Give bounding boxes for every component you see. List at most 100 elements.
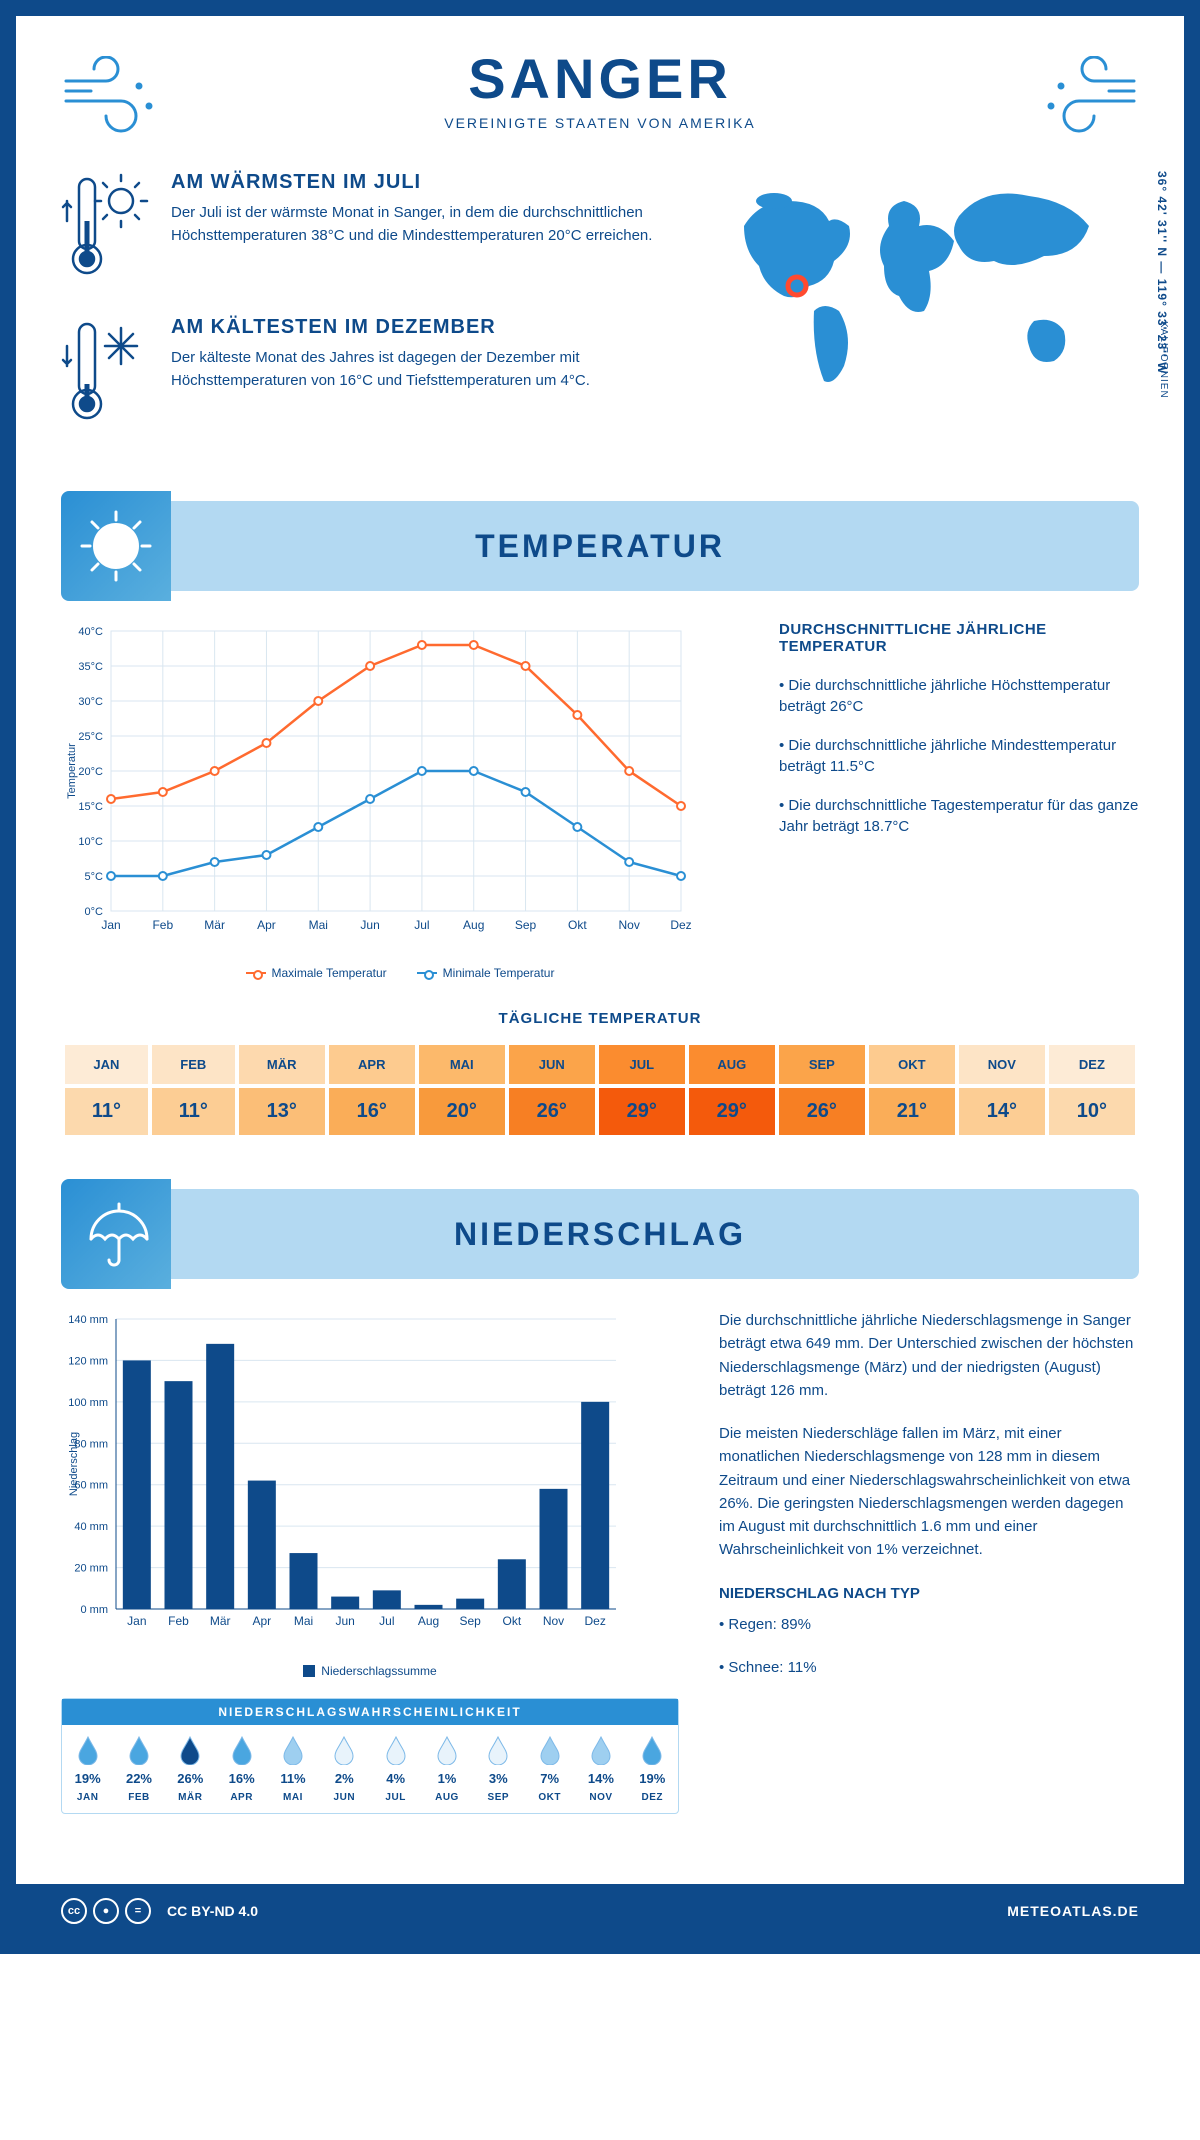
svg-text:Apr: Apr: [252, 1614, 271, 1628]
thermometer-hot-icon: [61, 171, 151, 286]
fact-warm: AM WÄRMSTEN IM JULI Der Juli ist der wär…: [61, 171, 679, 286]
svg-text:Mär: Mär: [204, 918, 225, 932]
prob-month: MÄR: [165, 1792, 216, 1803]
drop-icon: [370, 1735, 421, 1769]
prob-percent: 22%: [113, 1771, 164, 1786]
prob-cell: 19% JAN: [62, 1725, 113, 1813]
prob-cell: 14% NOV: [575, 1725, 626, 1813]
prob-percent: 7%: [524, 1771, 575, 1786]
legend-min: Minimale Temperatur: [417, 966, 555, 980]
precip-type-title: NIEDERSCHLAG NACH TYP: [719, 1582, 1139, 1605]
temp-info-title: DURCHSCHNITTLICHE JÄHRLICHE TEMPERATUR: [779, 621, 1139, 655]
prob-cell: 3% SEP: [473, 1725, 524, 1813]
fact-warm-title: AM WÄRMSTEN IM JULI: [171, 171, 679, 194]
prob-percent: 19%: [627, 1771, 678, 1786]
header: SANGER VEREINIGTE STAATEN VON AMERIKA: [61, 46, 1139, 131]
svg-text:Aug: Aug: [418, 1614, 439, 1628]
svg-text:Mär: Mär: [210, 1614, 231, 1628]
drop-icon: [216, 1735, 267, 1769]
daily-month: APR: [329, 1045, 415, 1084]
svg-text:Feb: Feb: [168, 1614, 189, 1628]
prob-cell: 1% AUG: [421, 1725, 472, 1813]
svg-text:5°C: 5°C: [85, 871, 104, 883]
type-bullet: • Regen: 89%: [719, 1613, 1139, 1636]
prob-cell: 26% MÄR: [165, 1725, 216, 1813]
svg-text:Mai: Mai: [309, 918, 328, 932]
prob-month: JAN: [62, 1792, 113, 1803]
svg-text:Nov: Nov: [543, 1614, 564, 1628]
daily-month: MÄR: [239, 1045, 325, 1084]
temp-bullet: • Die durchschnittliche jährliche Mindes…: [779, 735, 1139, 777]
prob-month: FEB: [113, 1792, 164, 1803]
prob-month: NOV: [575, 1792, 626, 1803]
prob-month: JUL: [370, 1792, 421, 1803]
daily-month: FEB: [152, 1045, 235, 1084]
cc-license: cc ● = CC BY-ND 4.0: [61, 1898, 258, 1924]
svg-text:Dez: Dez: [670, 918, 691, 932]
drop-icon: [421, 1735, 472, 1769]
wind-icon-right: [1029, 56, 1139, 141]
svg-text:40°C: 40°C: [78, 626, 103, 638]
svg-text:Jan: Jan: [101, 918, 120, 932]
wind-icon-left: [61, 56, 171, 141]
daily-month: AUG: [689, 1045, 775, 1084]
svg-text:Jul: Jul: [379, 1614, 394, 1628]
prob-cell: 19% DEZ: [627, 1725, 678, 1813]
temperature-chart: 0°C5°C10°C15°C20°C25°C30°C35°C40°CJanFeb…: [61, 621, 739, 980]
prob-cell: 4% JUL: [370, 1725, 421, 1813]
svg-text:Jun: Jun: [335, 1614, 354, 1628]
svg-text:Dez: Dez: [584, 1614, 605, 1628]
prob-month: DEZ: [627, 1792, 678, 1803]
prob-month: AUG: [421, 1792, 472, 1803]
thermometer-cold-icon: [61, 316, 151, 431]
daily-value: 26°: [779, 1088, 865, 1135]
svg-text:Jan: Jan: [127, 1614, 146, 1628]
svg-text:25°C: 25°C: [78, 731, 103, 743]
cc-icon: cc: [61, 1898, 87, 1924]
temperature-title: TEMPERATUR: [475, 528, 725, 565]
svg-text:15°C: 15°C: [78, 801, 103, 813]
prob-month: JUN: [319, 1792, 370, 1803]
prob-percent: 19%: [62, 1771, 113, 1786]
drop-icon: [165, 1735, 216, 1769]
svg-text:20 mm: 20 mm: [74, 1563, 108, 1575]
drop-icon: [267, 1735, 318, 1769]
probability-box: NIEDERSCHLAGSWAHRSCHEINLICHKEIT 19% JAN …: [61, 1698, 679, 1814]
page-title: SANGER: [61, 46, 1139, 111]
daily-value: 29°: [599, 1088, 685, 1135]
svg-text:Temperatur: Temperatur: [66, 743, 78, 799]
prob-month: SEP: [473, 1792, 524, 1803]
svg-text:Nov: Nov: [619, 918, 640, 932]
region-label: KALIFORNIEN: [1158, 321, 1169, 399]
prob-cell: 16% APR: [216, 1725, 267, 1813]
fact-cold-text: Der kälteste Monat des Jahres ist dagege…: [171, 347, 679, 392]
fact-cold-title: AM KÄLTESTEN IM DEZEMBER: [171, 316, 679, 339]
fact-warm-text: Der Juli ist der wärmste Monat in Sanger…: [171, 202, 679, 247]
svg-text:Apr: Apr: [257, 918, 276, 932]
svg-text:35°C: 35°C: [78, 661, 103, 673]
svg-text:Jul: Jul: [414, 918, 429, 932]
prob-month: MAI: [267, 1792, 318, 1803]
svg-text:120 mm: 120 mm: [68, 1355, 108, 1367]
legend-max: Maximale Temperatur: [246, 966, 387, 980]
precip-text-2: Die meisten Niederschläge fallen im März…: [719, 1422, 1139, 1562]
prob-percent: 26%: [165, 1771, 216, 1786]
svg-text:0 mm: 0 mm: [81, 1604, 109, 1616]
daily-value: 26°: [509, 1088, 595, 1135]
daily-value: 14°: [959, 1088, 1045, 1135]
prob-cell: 7% OKT: [524, 1725, 575, 1813]
daily-month: JAN: [65, 1045, 148, 1084]
daily-value: 11°: [152, 1088, 235, 1135]
daily-value: 11°: [65, 1088, 148, 1135]
drop-icon: [473, 1735, 524, 1769]
nd-icon: =: [125, 1898, 151, 1924]
sun-icon: [61, 491, 171, 601]
precipitation-chart: 0 mm20 mm40 mm60 mm80 mm100 mm120 mm140 …: [61, 1309, 679, 1678]
svg-text:Aug: Aug: [463, 918, 484, 932]
daily-month: OKT: [869, 1045, 955, 1084]
drop-icon: [319, 1735, 370, 1769]
prob-cell: 22% FEB: [113, 1725, 164, 1813]
svg-text:40 mm: 40 mm: [74, 1521, 108, 1533]
svg-text:0°C: 0°C: [85, 906, 104, 918]
daily-value: 20°: [419, 1088, 505, 1135]
